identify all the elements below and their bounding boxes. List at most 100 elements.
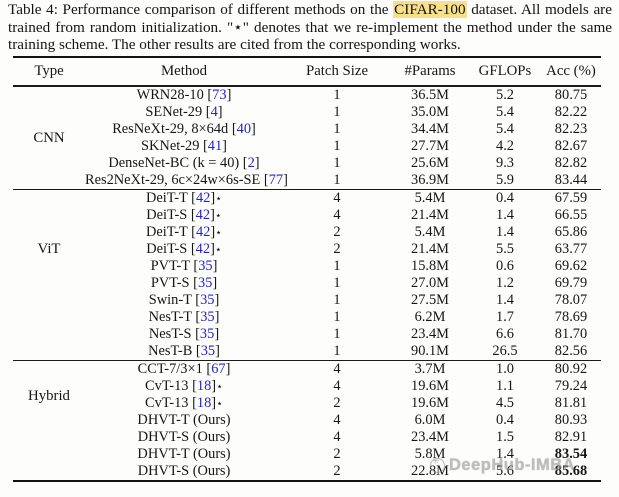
patch-size-cell: 1 bbox=[333, 172, 341, 188]
patch-size-cell: 4 bbox=[333, 207, 341, 223]
method-name: WRN28-10 bbox=[136, 87, 204, 103]
gflops-cell: 4.5 bbox=[496, 395, 514, 411]
accuracy-cell: 69.79 bbox=[554, 275, 588, 291]
table-bottom-rule bbox=[13, 480, 601, 482]
cite-open-bracket: [ bbox=[188, 377, 197, 394]
gflops-cell: 0.4 bbox=[496, 412, 514, 428]
citation-link[interactable]: 42 bbox=[195, 223, 211, 240]
cite-open-bracket: [ bbox=[191, 309, 201, 325]
params-cell: 5.4M bbox=[414, 224, 446, 240]
params-cell: 27.5M bbox=[411, 292, 449, 308]
accuracy-cell: 82.82 bbox=[554, 155, 588, 171]
citation-link[interactable]: 2 bbox=[247, 155, 255, 171]
method-name: NesT-S bbox=[148, 326, 192, 342]
table-caption: Table 4: Performance comparison of diffe… bbox=[8, 1, 612, 54]
patch-size-cell: 2 bbox=[333, 463, 341, 479]
cite-open-bracket: [ bbox=[239, 155, 248, 171]
accuracy-cell: 80.75 bbox=[554, 87, 588, 103]
table-row: DeiT-S [42]⋆ 4 21.4M 1.4 66.55 bbox=[13, 207, 601, 224]
accuracy-cell: 82.56 bbox=[554, 343, 588, 359]
params-cell: 5.4M bbox=[414, 190, 446, 206]
citation-link[interactable]: 18 bbox=[196, 394, 212, 411]
citation-link[interactable]: 42 bbox=[195, 206, 211, 223]
method-cell: CCT-7/3×1 [67] bbox=[85, 361, 283, 378]
citation-link[interactable]: 35 bbox=[200, 292, 215, 308]
reimplemented-star-icon: ⋆ bbox=[216, 397, 223, 410]
column-header-type: Type bbox=[34, 63, 64, 79]
method-cell: ResNeXt-29, 8×64d [40] bbox=[85, 121, 283, 138]
gflops-cell: 0.4 bbox=[496, 190, 514, 206]
citation-link[interactable]: 77 bbox=[268, 172, 284, 188]
citation-link[interactable]: 40 bbox=[236, 121, 252, 137]
citation-link[interactable]: 4 bbox=[210, 104, 218, 120]
method-cell: DeiT-S [42]⋆ bbox=[85, 207, 283, 225]
cite-open-bracket: [ bbox=[188, 394, 197, 411]
accuracy-cell: 78.69 bbox=[554, 309, 588, 325]
table-row: DHVT-T (Ours) 2 5.8M 1.4 83.54 bbox=[13, 446, 601, 463]
table-row: DHVT-T (Ours) 4 6.0M 0.4 80.93 bbox=[13, 412, 601, 429]
patch-size-cell: 1 bbox=[333, 343, 341, 359]
cite-close-bracket: ] bbox=[210, 206, 215, 223]
table-row: DHVT-S (Ours) 2 22.8M 5.6 85.68 bbox=[13, 463, 601, 480]
citation-link[interactable]: 35 bbox=[199, 326, 215, 342]
params-cell: 23.4M bbox=[411, 429, 449, 445]
method-name: DHVT-S (Ours) bbox=[137, 429, 231, 445]
params-cell: 36.9M bbox=[411, 172, 449, 188]
cite-open-bracket: [ bbox=[199, 138, 208, 154]
params-cell: 22.8M bbox=[411, 463, 449, 479]
gflops-cell: 1.4 bbox=[496, 224, 514, 240]
patch-size-cell: 4 bbox=[333, 412, 341, 428]
type-label-cnn: CNN bbox=[33, 130, 65, 146]
cite-open-bracket: [ bbox=[191, 326, 200, 342]
method-cell: DeiT-T [42]⋆ bbox=[85, 190, 283, 208]
params-cell: 15.8M bbox=[411, 258, 449, 274]
citation-link[interactable]: 73 bbox=[212, 87, 227, 103]
table-row: CvT-13 [18]⋆ 2 19.6M 4.5 81.81 bbox=[13, 395, 601, 412]
params-cell: 21.4M bbox=[411, 207, 449, 223]
method-cell: CvT-13 [18]⋆ bbox=[85, 378, 283, 396]
citation-link[interactable]: 35 bbox=[200, 309, 215, 325]
cite-open-bracket: [ bbox=[202, 361, 212, 377]
gflops-cell: 5.4 bbox=[496, 104, 514, 120]
results-table: Type Method Patch Size #Params GFLOPs Acc (%)… bbox=[13, 56, 601, 482]
table-row: CCT-7/3×1 [67] 4 3.7M 1.0 80.92 bbox=[13, 361, 601, 378]
params-cell: 6.2M bbox=[414, 309, 446, 325]
citation-link[interactable]: 18 bbox=[196, 377, 212, 394]
accuracy-cell: 82.91 bbox=[554, 429, 588, 445]
citation-link[interactable]: 35 bbox=[198, 258, 213, 274]
params-cell: 6.0M bbox=[414, 412, 446, 428]
patch-size-cell: 1 bbox=[333, 292, 341, 308]
method-name: ResNeXt-29, 8×64d bbox=[112, 121, 229, 137]
citation-link[interactable]: 42 bbox=[195, 189, 211, 206]
accuracy-cell: 85.68 bbox=[554, 463, 588, 479]
gflops-cell: 1.7 bbox=[496, 309, 514, 325]
reimplemented-star-icon: ⋆ bbox=[216, 380, 223, 393]
table-row: DeiT-S [42]⋆ 2 21.4M 5.5 63.77 bbox=[13, 241, 601, 258]
method-cell: DHVT-T (Ours) bbox=[85, 412, 283, 429]
citation-link[interactable]: 42 bbox=[195, 240, 211, 257]
params-cell: 19.6M bbox=[411, 378, 449, 394]
citation-link[interactable]: 67 bbox=[211, 361, 226, 377]
gflops-cell: 5.4 bbox=[496, 121, 514, 137]
citation-link[interactable]: 41 bbox=[207, 138, 223, 154]
cite-close-bracket: ] bbox=[212, 275, 218, 291]
accuracy-cell: 79.24 bbox=[554, 378, 588, 394]
gflops-cell: 5.6 bbox=[496, 463, 514, 479]
params-cell: 35.0M bbox=[411, 104, 449, 120]
accuracy-cell: 69.62 bbox=[554, 258, 588, 274]
cite-open-bracket: [ bbox=[187, 240, 196, 257]
gflops-cell: 9.3 bbox=[496, 155, 514, 171]
cite-close-bracket: ] bbox=[283, 172, 288, 188]
cite-close-bracket: ] bbox=[214, 292, 220, 308]
citation-link[interactable]: 35 bbox=[200, 343, 216, 359]
method-cell: SENet-29 [4] bbox=[85, 104, 283, 121]
column-header-gflops: GFLOPs bbox=[478, 63, 532, 79]
citation-link[interactable]: 35 bbox=[197, 275, 213, 291]
method-cell: CvT-13 [18]⋆ bbox=[85, 395, 283, 413]
method-cell: NesT-B [35] bbox=[85, 343, 283, 360]
table-row: DenseNet-BC (k = 40) [2] 1 25.6M 9.3 82.82 bbox=[13, 155, 601, 172]
gflops-cell: 1.0 bbox=[496, 361, 514, 377]
accuracy-cell: 83.54 bbox=[554, 446, 588, 462]
caption-text-after: dataset. All models are trained from ran… bbox=[8, 1, 612, 54]
accuracy-cell: 80.93 bbox=[554, 412, 588, 428]
